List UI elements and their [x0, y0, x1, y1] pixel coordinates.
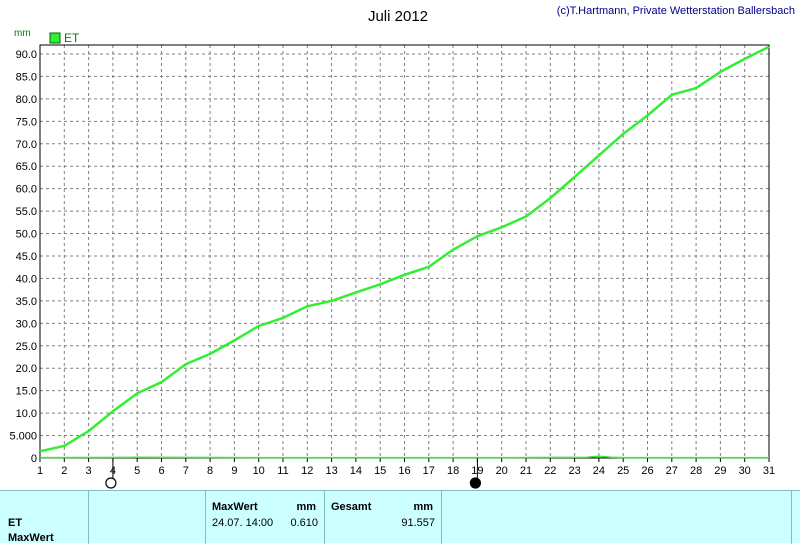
x-tick-label: 18	[447, 465, 459, 477]
info-panel: ET MaxWert MaxWert mm 24.07. 14:00 0.610…	[0, 490, 800, 544]
moon-phases	[105, 458, 481, 489]
y-tick-label: 20.0	[16, 363, 37, 375]
copyright-text: (c)T.Hartmann, Private Wetterstation Bal…	[557, 5, 795, 17]
x-tick-label: 8	[207, 465, 213, 477]
x-tick-label: 9	[231, 465, 237, 477]
y-tick-label: 45.0	[16, 251, 37, 263]
total-value: 91.557	[401, 517, 435, 529]
max-time: 24.07. 14:00	[212, 517, 274, 529]
total-unit: mm	[413, 501, 433, 513]
x-tick-label: 14	[350, 465, 362, 477]
x-tick-label: 20	[496, 465, 508, 477]
total-header: Gesamt	[331, 501, 372, 513]
y-tick-label: 10.0	[16, 408, 37, 420]
x-tick-label: 13	[325, 465, 337, 477]
y-tick-label: 55.0	[16, 206, 37, 218]
chart-title: Juli 2012	[368, 8, 428, 25]
x-tick-label: 26	[641, 465, 653, 477]
y-tick-label: 35.0	[16, 296, 37, 308]
y-tick-label: 0	[31, 453, 37, 465]
x-tick-label: 25	[617, 465, 629, 477]
y-tick-label: 15.0	[16, 386, 37, 398]
x-tick-label: 2	[61, 465, 67, 477]
x-tick-label: 11	[277, 465, 288, 477]
x-tick-label: 27	[666, 465, 678, 477]
new-moon-icon	[469, 477, 481, 489]
x-tick-label: 17	[423, 465, 435, 477]
y-tick-label: 85.0	[16, 71, 37, 83]
max-header: MaxWert	[212, 501, 258, 513]
y-axis-unit: mm	[14, 28, 31, 39]
legend-label: ET	[64, 31, 80, 45]
x-tick-label: 7	[183, 465, 189, 477]
x-tick-label: 29	[714, 465, 726, 477]
y-tick-label: 65.0	[16, 161, 37, 173]
y-tick-label: 90.0	[16, 49, 37, 61]
info-row-maxwert: MaxWert	[8, 532, 54, 544]
x-tick-label: 10	[253, 465, 265, 477]
y-tick-label: 70.0	[16, 139, 37, 151]
series-layer	[39, 45, 770, 459]
x-tick-label: 31	[763, 465, 775, 477]
x-axis: 1234567891011121314151617181920212223242…	[37, 458, 775, 477]
grid	[40, 45, 769, 458]
x-tick-label: 30	[739, 465, 751, 477]
info-row-et: ET	[8, 517, 23, 529]
x-tick-label: 22	[544, 465, 556, 477]
x-tick-label: 24	[593, 465, 605, 477]
y-tick-label: 25.0	[16, 341, 37, 353]
info-col-total: Gesamt mm 91.557	[325, 491, 442, 544]
y-tick-label: 40.0	[16, 273, 37, 285]
x-tick-label: 1	[37, 465, 43, 477]
x-tick-label: 12	[301, 465, 313, 477]
x-tick-label: 5	[134, 465, 140, 477]
info-col-labels: ET MaxWert	[0, 491, 89, 544]
y-tick-label: 30.0	[16, 318, 37, 330]
x-tick-label: 16	[398, 465, 410, 477]
y-tick-label: 60.0	[16, 184, 37, 196]
chart: Juli 2012 (c)T.Hartmann, Private Wetters…	[9, 5, 795, 489]
x-tick-label: 15	[374, 465, 386, 477]
full-moon-icon	[105, 477, 117, 489]
x-tick-label: 6	[158, 465, 164, 477]
legend: ET	[49, 31, 80, 45]
x-tick-label: 3	[86, 465, 92, 477]
max-value: 0.610	[290, 517, 318, 529]
y-tick-label: 50.0	[16, 229, 37, 241]
y-tick-label: 5.000	[9, 431, 37, 443]
max-unit: mm	[296, 501, 316, 513]
legend-swatch	[49, 32, 61, 44]
y-tick-label: 80.0	[16, 94, 37, 106]
info-col-max: MaxWert mm 24.07. 14:00 0.610	[206, 491, 325, 544]
y-axis: 0 5.000 10.0 15.0 20.0 25.0 30.0 35.0 40.0 45.0 50…	[9, 49, 37, 465]
series-et-line	[39, 45, 770, 453]
x-tick-label: 23	[568, 465, 580, 477]
y-tick-label: 75.0	[16, 116, 37, 128]
info-col-blank	[89, 491, 206, 544]
info-col-rest	[442, 491, 792, 544]
x-tick-label: 21	[520, 465, 532, 477]
x-tick-label: 28	[690, 465, 702, 477]
series-et-hourly-line	[39, 455, 769, 459]
